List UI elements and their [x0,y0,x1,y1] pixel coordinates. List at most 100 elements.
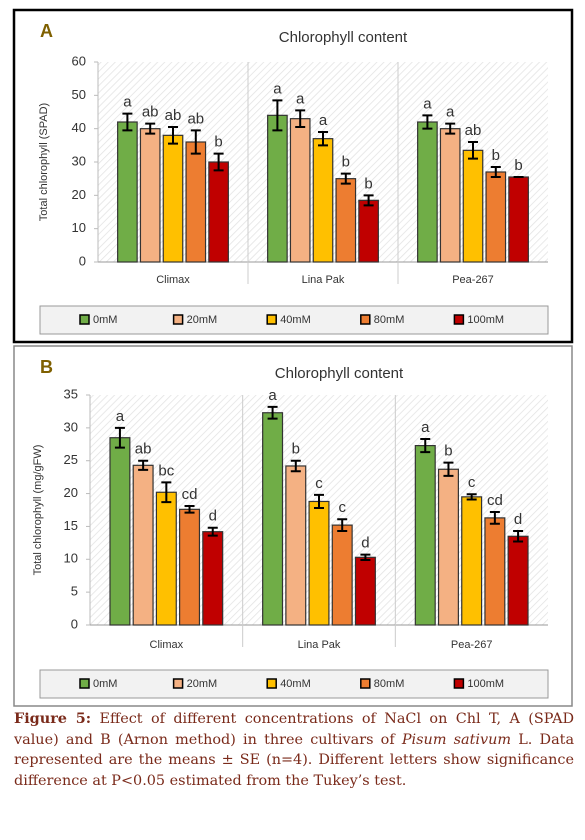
significance-letter: b [342,154,350,171]
caption-label: Figure 5: [14,710,92,727]
legend-swatch [172,678,184,689]
significance-letter: ab [165,107,182,124]
error-bar [340,172,351,185]
bar [437,468,459,626]
bar [267,114,288,263]
error-bar [318,131,328,147]
significance-letter: c [315,475,323,492]
significance-letter: a [116,408,125,425]
error-bar [272,99,283,132]
bar [117,121,138,263]
legend-label: 0mM [93,314,117,326]
error-bar [513,530,524,543]
panel-frame [12,8,574,344]
bar [312,138,334,263]
bar [139,128,161,263]
error-bar [490,166,501,178]
bar [507,535,529,626]
bar [155,491,177,626]
x-tick-label: Pea-267 [452,274,494,286]
significance-letter: ab [465,122,482,139]
y-tick-label: 20 [64,485,78,500]
y-tick-label: 10 [72,220,86,235]
legend-swatch [453,678,465,689]
significance-letter: a [273,80,282,97]
significance-letter: ab [142,104,159,121]
legend-label: 100mM [467,314,504,326]
y-axis-label: Total chlorophyll (SPAD) [38,103,50,221]
error-bar [466,493,477,501]
y-tick-label: 0 [71,616,78,631]
bar [179,508,201,626]
significance-letter: ab [187,110,204,127]
bar [162,134,184,263]
significance-letter: d [209,508,217,525]
bar [132,464,154,626]
x-tick-label: Lina Pak [298,639,341,651]
error-bar [207,526,218,537]
legend-label: 40mM [280,678,311,690]
error-bar [337,518,348,533]
bar [185,141,207,263]
legend-label: 80mM [374,314,405,326]
error-bar [168,126,178,145]
caption-species: Pisum sativum [401,731,512,748]
y-tick-label: 30 [64,419,78,434]
error-bar [468,141,478,160]
panel-frame [13,345,573,707]
error-bar [422,114,433,130]
error-bar [420,438,431,454]
significance-letter: a [268,387,277,404]
error-bar [443,461,454,477]
panel-label: B [40,357,53,377]
significance-letter: b [492,147,500,164]
x-tick-label: Climax [156,274,190,286]
bar [417,121,438,263]
significance-letter: a [296,90,305,107]
bar [358,199,379,263]
significance-letter: a [421,419,430,436]
significance-letter: cd [487,492,503,509]
legend-swatch [360,314,371,325]
bar [461,496,483,626]
significance-letter: a [423,95,432,112]
x-tick-label: Pea-267 [451,639,493,651]
legend-label: 0mM [93,678,117,690]
legend-label: 100mM [467,678,504,690]
x-tick-label: Climax [150,639,184,651]
error-bar [184,505,195,514]
chart-title: Chlorophyll content [279,29,408,46]
legend-swatch [360,678,371,689]
legend-swatch [266,678,277,689]
legend-label: 40mM [280,314,311,326]
significance-letter: a [123,94,132,111]
y-axis-label: Total chlorophyll (mg/gFW) [32,445,44,576]
error-bar [122,112,133,132]
bar [485,171,507,263]
panel-label: A [40,21,53,41]
significance-letter: c [338,499,346,516]
bar [285,465,307,626]
y-tick-label: 15 [64,518,78,533]
y-tick-label: 40 [72,120,86,135]
significance-letter: d [514,511,522,528]
bar [308,500,330,626]
error-bar [190,129,201,155]
significance-letter: b [444,443,452,460]
legend-swatch [79,314,90,325]
error-bar [290,459,301,473]
significance-letter: a [446,104,455,121]
significance-letter: cd [182,486,198,503]
caption-text: L. Data represented are the means ± SE (… [14,731,575,789]
error-bar [114,426,125,449]
bar [335,178,357,263]
legend-label: 20mM [187,314,218,326]
legend-swatch [79,678,90,689]
significance-letter: c [468,474,476,491]
error-bar [489,510,500,525]
significance-letter: b [292,441,300,458]
significance-letter: ab [135,441,152,458]
error-bar [161,481,172,504]
bar [462,149,484,263]
